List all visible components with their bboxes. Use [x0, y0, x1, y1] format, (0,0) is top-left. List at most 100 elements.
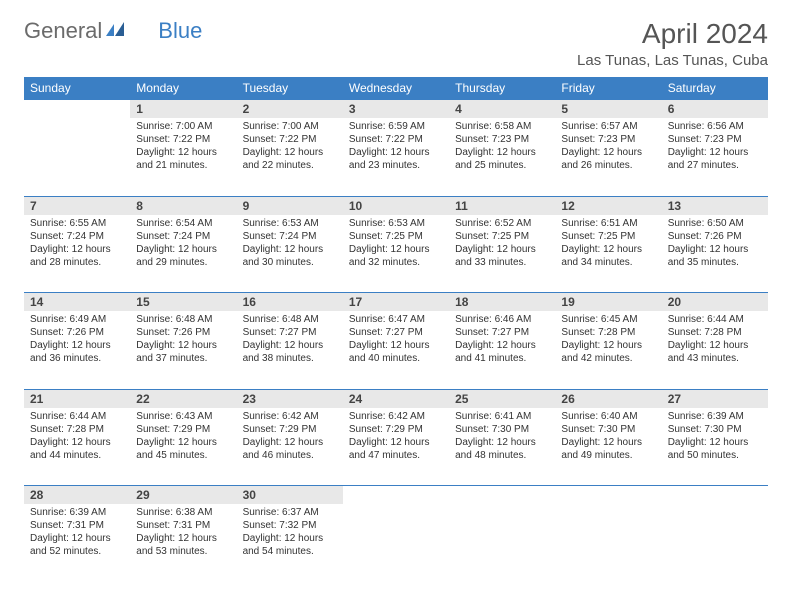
- sunset-text: Sunset: 7:22 PM: [243, 133, 337, 146]
- day-cell-body: Sunrise: 6:45 AMSunset: 7:28 PMDaylight:…: [555, 311, 661, 369]
- daylight-text: Daylight: 12 hours and 54 minutes.: [243, 532, 337, 558]
- sunset-text: Sunset: 7:26 PM: [136, 326, 230, 339]
- day-cell-body: [343, 504, 449, 510]
- day-cell: Sunrise: 6:45 AMSunset: 7:28 PMDaylight:…: [555, 311, 661, 389]
- day-number: 29: [130, 486, 236, 504]
- sunset-text: Sunset: 7:28 PM: [30, 423, 124, 436]
- day-cell-body: Sunrise: 6:41 AMSunset: 7:30 PMDaylight:…: [449, 408, 555, 466]
- week-body-row: Sunrise: 6:44 AMSunset: 7:28 PM Daylight:…: [24, 408, 768, 486]
- daylight-text: Daylight: 12 hours and 23 minutes.: [349, 146, 443, 172]
- day-cell-body: Sunrise: 6:47 AMSunset: 7:27 PMDaylight:…: [343, 311, 449, 369]
- day-number-cell: 5: [555, 100, 661, 119]
- sunset-text: Sunset: 7:22 PM: [349, 133, 443, 146]
- sunrise-text: Sunrise: 6:49 AM: [30, 313, 124, 326]
- day-cell: Sunrise: 6:39 AMSunset: 7:30 PMDaylight:…: [662, 408, 768, 486]
- sunrise-text: Sunrise: 6:54 AM: [136, 217, 230, 230]
- daylight-text: Daylight: 12 hours and 22 minutes.: [243, 146, 337, 172]
- calendar-header-row: SundayMondayTuesdayWednesdayThursdayFrid…: [24, 77, 768, 100]
- day-header: Thursday: [449, 77, 555, 100]
- day-number: 24: [343, 390, 449, 408]
- day-number-cell: 13: [662, 196, 768, 215]
- day-number-cell: 4: [449, 100, 555, 119]
- day-number: 3: [343, 100, 449, 118]
- week-body-row: Sunrise: 6:55 AMSunset: 7:24 PMDaylight:…: [24, 215, 768, 293]
- day-number-cell: 3: [343, 100, 449, 119]
- day-cell: Sunrise: 7:00 AMSunset: 7:22 PMDaylight:…: [237, 118, 343, 196]
- sunset-text: Sunset: 7:22 PM: [136, 133, 230, 146]
- day-cell-body: [24, 118, 130, 124]
- sunrise-text: Sunrise: 6:44 AM: [668, 313, 762, 326]
- sunrise-text: Sunrise: 6:58 AM: [455, 120, 549, 133]
- day-cell-body: Sunrise: 6:39 AMSunset: 7:31 PMDaylight:…: [24, 504, 130, 562]
- day-cell: [555, 504, 661, 582]
- day-cell-body: Sunrise: 6:37 AMSunset: 7:32 PMDaylight:…: [237, 504, 343, 562]
- day-number-cell: 17: [343, 293, 449, 312]
- day-number: 10: [343, 197, 449, 215]
- day-cell-body: Sunrise: 6:49 AMSunset: 7:26 PMDaylight:…: [24, 311, 130, 369]
- day-number-cell: [662, 486, 768, 505]
- sunrise-text: Sunrise: 6:44 AM: [30, 410, 124, 423]
- sunset-text: Sunset: 7:23 PM: [668, 133, 762, 146]
- day-cell: Sunrise: 6:48 AMSunset: 7:26 PMDaylight:…: [130, 311, 236, 389]
- day-number-cell: 18: [449, 293, 555, 312]
- sunrise-text: Sunrise: 6:55 AM: [30, 217, 124, 230]
- day-number: 11: [449, 197, 555, 215]
- day-header: Saturday: [662, 77, 768, 100]
- day-cell-body: Sunrise: 6:55 AMSunset: 7:24 PMDaylight:…: [24, 215, 130, 273]
- day-cell: Sunrise: 6:53 AMSunset: 7:24 PMDaylight:…: [237, 215, 343, 293]
- sunrise-text: Sunrise: 6:43 AM: [136, 410, 230, 423]
- sunrise-text: Sunrise: 6:53 AM: [243, 217, 337, 230]
- day-cell: Sunrise: 6:58 AMSunset: 7:23 PMDaylight:…: [449, 118, 555, 196]
- day-cell-body: Sunrise: 7:00 AMSunset: 7:22 PMDaylight:…: [237, 118, 343, 176]
- sunrise-text: Sunrise: 6:50 AM: [668, 217, 762, 230]
- week-body-row: Sunrise: 7:00 AMSunset: 7:22 PMDaylight:…: [24, 118, 768, 196]
- week-daynum-row: 123456: [24, 100, 768, 119]
- day-cell: Sunrise: 6:38 AMSunset: 7:31 PMDaylight:…: [130, 504, 236, 582]
- flag-icon: [106, 18, 126, 44]
- day-number: 19: [555, 293, 661, 311]
- daylight-text: Daylight: 12 hours and 42 minutes.: [561, 339, 655, 365]
- day-number: 2: [237, 100, 343, 118]
- day-number: 26: [555, 390, 661, 408]
- sunset-text: Sunset: 7:30 PM: [455, 423, 549, 436]
- day-number-cell: 27: [662, 389, 768, 408]
- day-header: Friday: [555, 77, 661, 100]
- day-number: 17: [343, 293, 449, 311]
- daylight-text: Daylight: 12 hours and 53 minutes.: [136, 532, 230, 558]
- day-number-cell: [555, 486, 661, 505]
- sunrise-text: Sunrise: 6:56 AM: [668, 120, 762, 133]
- day-cell: Sunrise: 6:48 AMSunset: 7:27 PMDaylight:…: [237, 311, 343, 389]
- day-number-cell: 23: [237, 389, 343, 408]
- day-cell-body: Sunrise: 6:53 AMSunset: 7:24 PMDaylight:…: [237, 215, 343, 273]
- day-number: 1: [130, 100, 236, 118]
- daylight-text: Daylight: 12 hours and 25 minutes.: [455, 146, 549, 172]
- day-number-cell: 16: [237, 293, 343, 312]
- day-cell-body: [662, 504, 768, 510]
- day-number-cell: 26: [555, 389, 661, 408]
- sunrise-text: Sunrise: 7:00 AM: [136, 120, 230, 133]
- day-number-cell: 20: [662, 293, 768, 312]
- day-cell-body: Sunrise: 6:50 AMSunset: 7:26 PMDaylight:…: [662, 215, 768, 273]
- sunrise-text: Sunrise: 6:41 AM: [455, 410, 549, 423]
- day-cell: Sunrise: 6:52 AMSunset: 7:25 PMDaylight:…: [449, 215, 555, 293]
- day-cell-body: Sunrise: 6:58 AMSunset: 7:23 PMDaylight:…: [449, 118, 555, 176]
- day-number-cell: 28: [24, 486, 130, 505]
- day-number: 12: [555, 197, 661, 215]
- day-cell: Sunrise: 6:47 AMSunset: 7:27 PMDaylight:…: [343, 311, 449, 389]
- day-header: Sunday: [24, 77, 130, 100]
- day-cell-body: Sunrise: 6:48 AMSunset: 7:26 PMDaylight:…: [130, 311, 236, 369]
- day-number: 16: [237, 293, 343, 311]
- day-cell-body: Sunrise: 6:57 AMSunset: 7:23 PMDaylight:…: [555, 118, 661, 176]
- day-number-cell: 8: [130, 196, 236, 215]
- daylight-text: Daylight: 12 hours and 46 minutes.: [243, 436, 337, 462]
- week-daynum-row: 21222324252627: [24, 389, 768, 408]
- day-cell: [449, 504, 555, 582]
- day-cell: Sunrise: 6:42 AMSunset: 7:29 PMDaylight:…: [343, 408, 449, 486]
- sunrise-text: Sunrise: 6:37 AM: [243, 506, 337, 519]
- daylight-text: Daylight: 12 hours and 30 minutes.: [243, 243, 337, 269]
- sunset-text: Sunset: 7:29 PM: [349, 423, 443, 436]
- day-number-cell: 24: [343, 389, 449, 408]
- day-number: 21: [24, 390, 130, 408]
- sunset-text: Sunset: 7:31 PM: [136, 519, 230, 532]
- day-number-cell: 11: [449, 196, 555, 215]
